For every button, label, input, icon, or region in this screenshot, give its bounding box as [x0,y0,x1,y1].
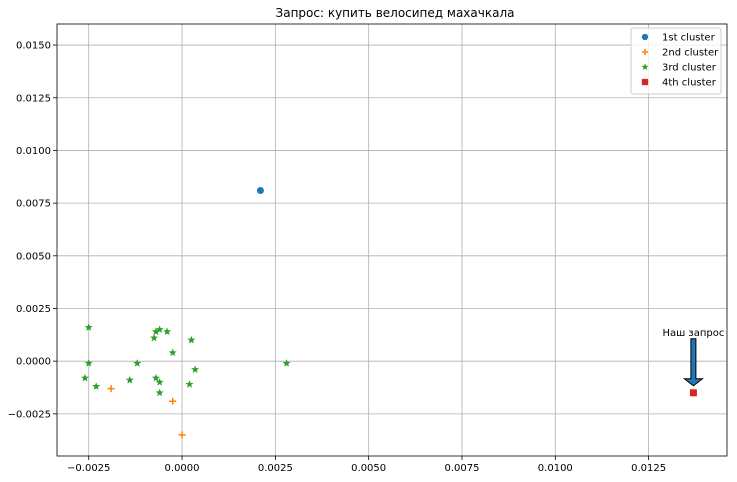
legend-marker [641,63,649,71]
annotation: Наш запрос [662,328,724,387]
data-point [133,359,142,367]
data-point [185,380,194,388]
data-point [107,385,115,393]
legend-label: 3rd cluster [662,63,717,74]
data-point [178,431,186,439]
data-point [151,373,160,382]
y-tick-label: 0.0150 [16,41,51,52]
x-tick-label: 0.0000 [165,463,200,474]
data-point [155,378,164,386]
data-point [92,382,101,390]
data-point [155,325,164,333]
data-point [169,397,177,405]
data-point [187,335,196,344]
data-point [168,348,177,357]
legend-label: 4th cluster [662,78,717,89]
x-tick-label: −0.0025 [67,463,110,474]
x-tick-label: 0.0100 [538,463,573,474]
x-tick-label: 0.0125 [631,463,666,474]
y-tick-label: 0.0050 [16,251,51,262]
data-point [84,359,93,367]
data-points [81,186,697,439]
data-point [151,327,160,336]
y-tick-label: 0.0025 [16,304,51,315]
legend-box [630,27,722,95]
y-tick-label: 0.0000 [16,357,51,368]
chart-title: Запрос: купить велосипед махачкала [276,6,515,20]
annotation-arrow [682,338,704,387]
y-tick-label: 0.0100 [16,146,51,157]
data-point [191,365,200,373]
data-point [256,186,264,194]
legend-marker [641,48,649,56]
legend-marker [641,78,649,86]
y-tick-label: 0.0075 [16,199,51,210]
legend-label: 1st cluster [662,33,716,44]
x-tick-label: 0.0075 [444,463,479,474]
data-point [163,327,172,336]
axes: −0.0025 0.0000 0.0025 0.0050 0.0075 0.0100 0.0… [8,23,728,474]
y-tick-label: −0.0025 [8,409,51,420]
grid-lines [57,24,727,456]
data-point [155,388,164,397]
data-point [282,359,291,367]
x-tick-label: 0.0025 [258,463,293,474]
data-point [81,373,89,382]
annotation-text: Наш запрос [662,328,724,339]
plot-frame [56,23,728,457]
legend-marker [641,33,649,41]
legend-label: 2nd cluster [662,48,719,59]
data-point [150,333,159,342]
legend: 1st cluster 2nd cluster 3rd cluster 4th clu… [630,27,722,95]
x-tick-label: 0.0050 [351,463,386,474]
data-point [84,323,93,331]
y-tick-label: 0.0125 [16,93,51,104]
data-point [125,375,134,384]
data-point [689,389,697,397]
